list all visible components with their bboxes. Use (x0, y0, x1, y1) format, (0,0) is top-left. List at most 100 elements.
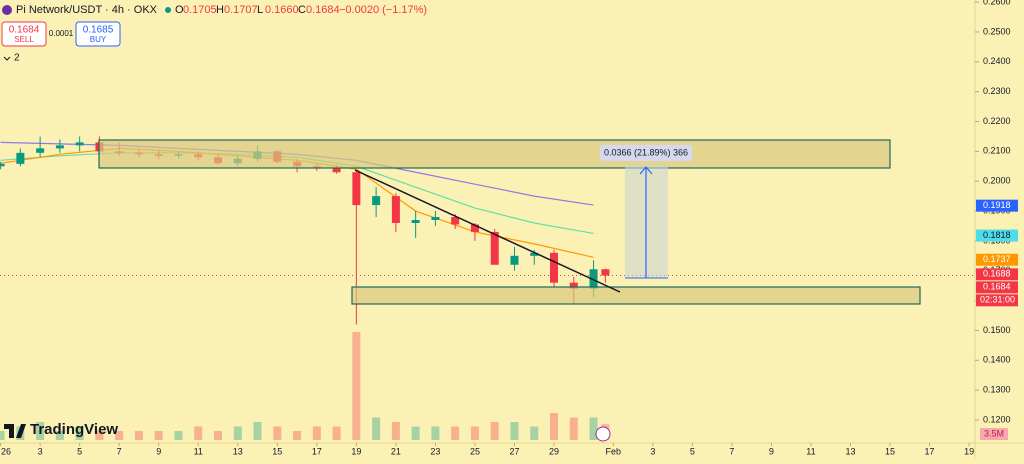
indicators-chevron[interactable] (3, 56, 11, 61)
flash-icon[interactable] (595, 426, 611, 442)
trend-line[interactable] (354, 169, 621, 293)
market-status (165, 7, 171, 13)
candle-body (589, 269, 598, 289)
x-tick-label: 25 (470, 446, 480, 456)
x-tick-label: 21 (391, 446, 401, 456)
volume-bar (451, 426, 460, 440)
logo-mark (4, 424, 26, 438)
x-tick-label: 3 (38, 446, 43, 456)
y-tick-label: 0.2400 (983, 56, 1011, 66)
change: −0.0020 (−1.17%) (339, 4, 427, 16)
ohlc-key: C (298, 4, 306, 16)
logo-text[interactable]: TradingView (30, 421, 118, 438)
price-tag-label: 0.1737 (983, 254, 1011, 264)
x-tick-label: 5 (690, 446, 695, 456)
candle-body (470, 224, 479, 232)
volume-bar (352, 332, 361, 440)
candle-body (391, 196, 400, 223)
candle-body (569, 282, 578, 289)
volume-bar (115, 431, 124, 440)
candle-body (530, 252, 539, 256)
sell-button[interactable] (1, 21, 47, 47)
x-tick-label: 19 (964, 446, 974, 456)
x-tick-label: 11 (194, 446, 203, 456)
volume-bar (233, 426, 242, 440)
volume-bar (174, 431, 183, 440)
x-tick-label: Feb (606, 446, 622, 456)
volume-tag (980, 428, 1008, 440)
ohlc-value: 0.1684 (306, 4, 340, 16)
x-tick-label: 13 (233, 446, 243, 456)
candle-body (372, 196, 381, 206)
y-tick-label: 0.2100 (983, 146, 1011, 156)
y-tick-label: 0.2500 (983, 26, 1011, 36)
candle-body (16, 152, 25, 164)
y-tick-label: 0.1400 (983, 355, 1011, 365)
symbol[interactable]: Pi Network/USDT · 4h · OKX (16, 4, 158, 16)
price-tag (976, 268, 1018, 281)
candle-body (601, 269, 610, 276)
buy-button[interactable] (75, 21, 121, 47)
x-tick-label: 27 (509, 446, 519, 456)
x-tick-label: 17 (925, 446, 935, 456)
ohlc-value: 0.1707 (224, 4, 258, 16)
price-tag-label: 0.1918 (983, 200, 1011, 210)
y-tick-label: 0.2600 (983, 0, 1011, 6)
candle-body (36, 148, 45, 153)
volume-bar (312, 426, 321, 440)
candle-body (490, 231, 499, 265)
candle-body (332, 167, 341, 173)
price-tag (976, 281, 1018, 294)
symbol-icon[interactable] (2, 5, 12, 15)
price-tag (976, 229, 1018, 242)
volume-tag-label: 3.5M (984, 428, 1004, 438)
indicators-count[interactable]: 2 (14, 53, 20, 64)
support-zone[interactable] (351, 286, 921, 305)
y-tick-label: 0.2000 (983, 176, 1011, 186)
volume-bar (293, 431, 302, 440)
x-tick-label: 23 (430, 446, 440, 456)
volume-bar (490, 422, 499, 440)
x-tick-label: 29 (549, 446, 559, 456)
ohlc-value: 0.1660 (265, 4, 299, 16)
candle-body (352, 172, 361, 206)
ohlc: O 0.1705 H 0.1707 L 0.1660 C 0.1684 (175, 4, 340, 16)
ohlc-key: O (175, 4, 184, 16)
countdown-bg (976, 294, 1018, 307)
x-tick-label: 7 (729, 446, 734, 456)
candle-body (411, 220, 420, 223)
sell-price: 0.1684 (9, 25, 40, 36)
volume-bar (273, 426, 282, 440)
measure-label: 0.0366 (21.89%) 366 (604, 147, 688, 157)
x-tick-label: 7 (117, 446, 122, 456)
volume-bar (332, 426, 341, 440)
y-tick-label: 0.1500 (983, 325, 1011, 335)
countdown: 02:31:00 (980, 295, 1015, 305)
volume-bar (95, 431, 104, 440)
volume-bar (134, 431, 143, 440)
buy-price: 0.1685 (83, 25, 114, 36)
measure-arrowhead (639, 166, 653, 175)
x-tick-label: 17 (312, 446, 322, 456)
ohlc-key: L (257, 4, 263, 16)
buy-label: BUY (90, 35, 107, 44)
volume-bar (510, 422, 519, 440)
candle-body (451, 217, 460, 225)
resistance-zone[interactable] (98, 139, 891, 169)
volume-bar (0, 431, 5, 440)
volume-bar (154, 431, 163, 440)
candle-body (510, 255, 519, 265)
volume-bar (55, 431, 64, 440)
candle-body (0, 163, 5, 167)
price-tag-label: 0.1684 (983, 282, 1011, 292)
volume-bar (550, 413, 559, 440)
x-tick-label: 15 (272, 446, 282, 456)
x-tick-label: 5 (77, 446, 82, 456)
price-tag (976, 199, 1018, 212)
y-tick-label: 0.1200 (983, 414, 1011, 424)
y-tick-label: 0.1300 (983, 385, 1011, 395)
x-tick-label: 3 (650, 446, 655, 456)
x-tick-label: 13 (845, 446, 855, 456)
